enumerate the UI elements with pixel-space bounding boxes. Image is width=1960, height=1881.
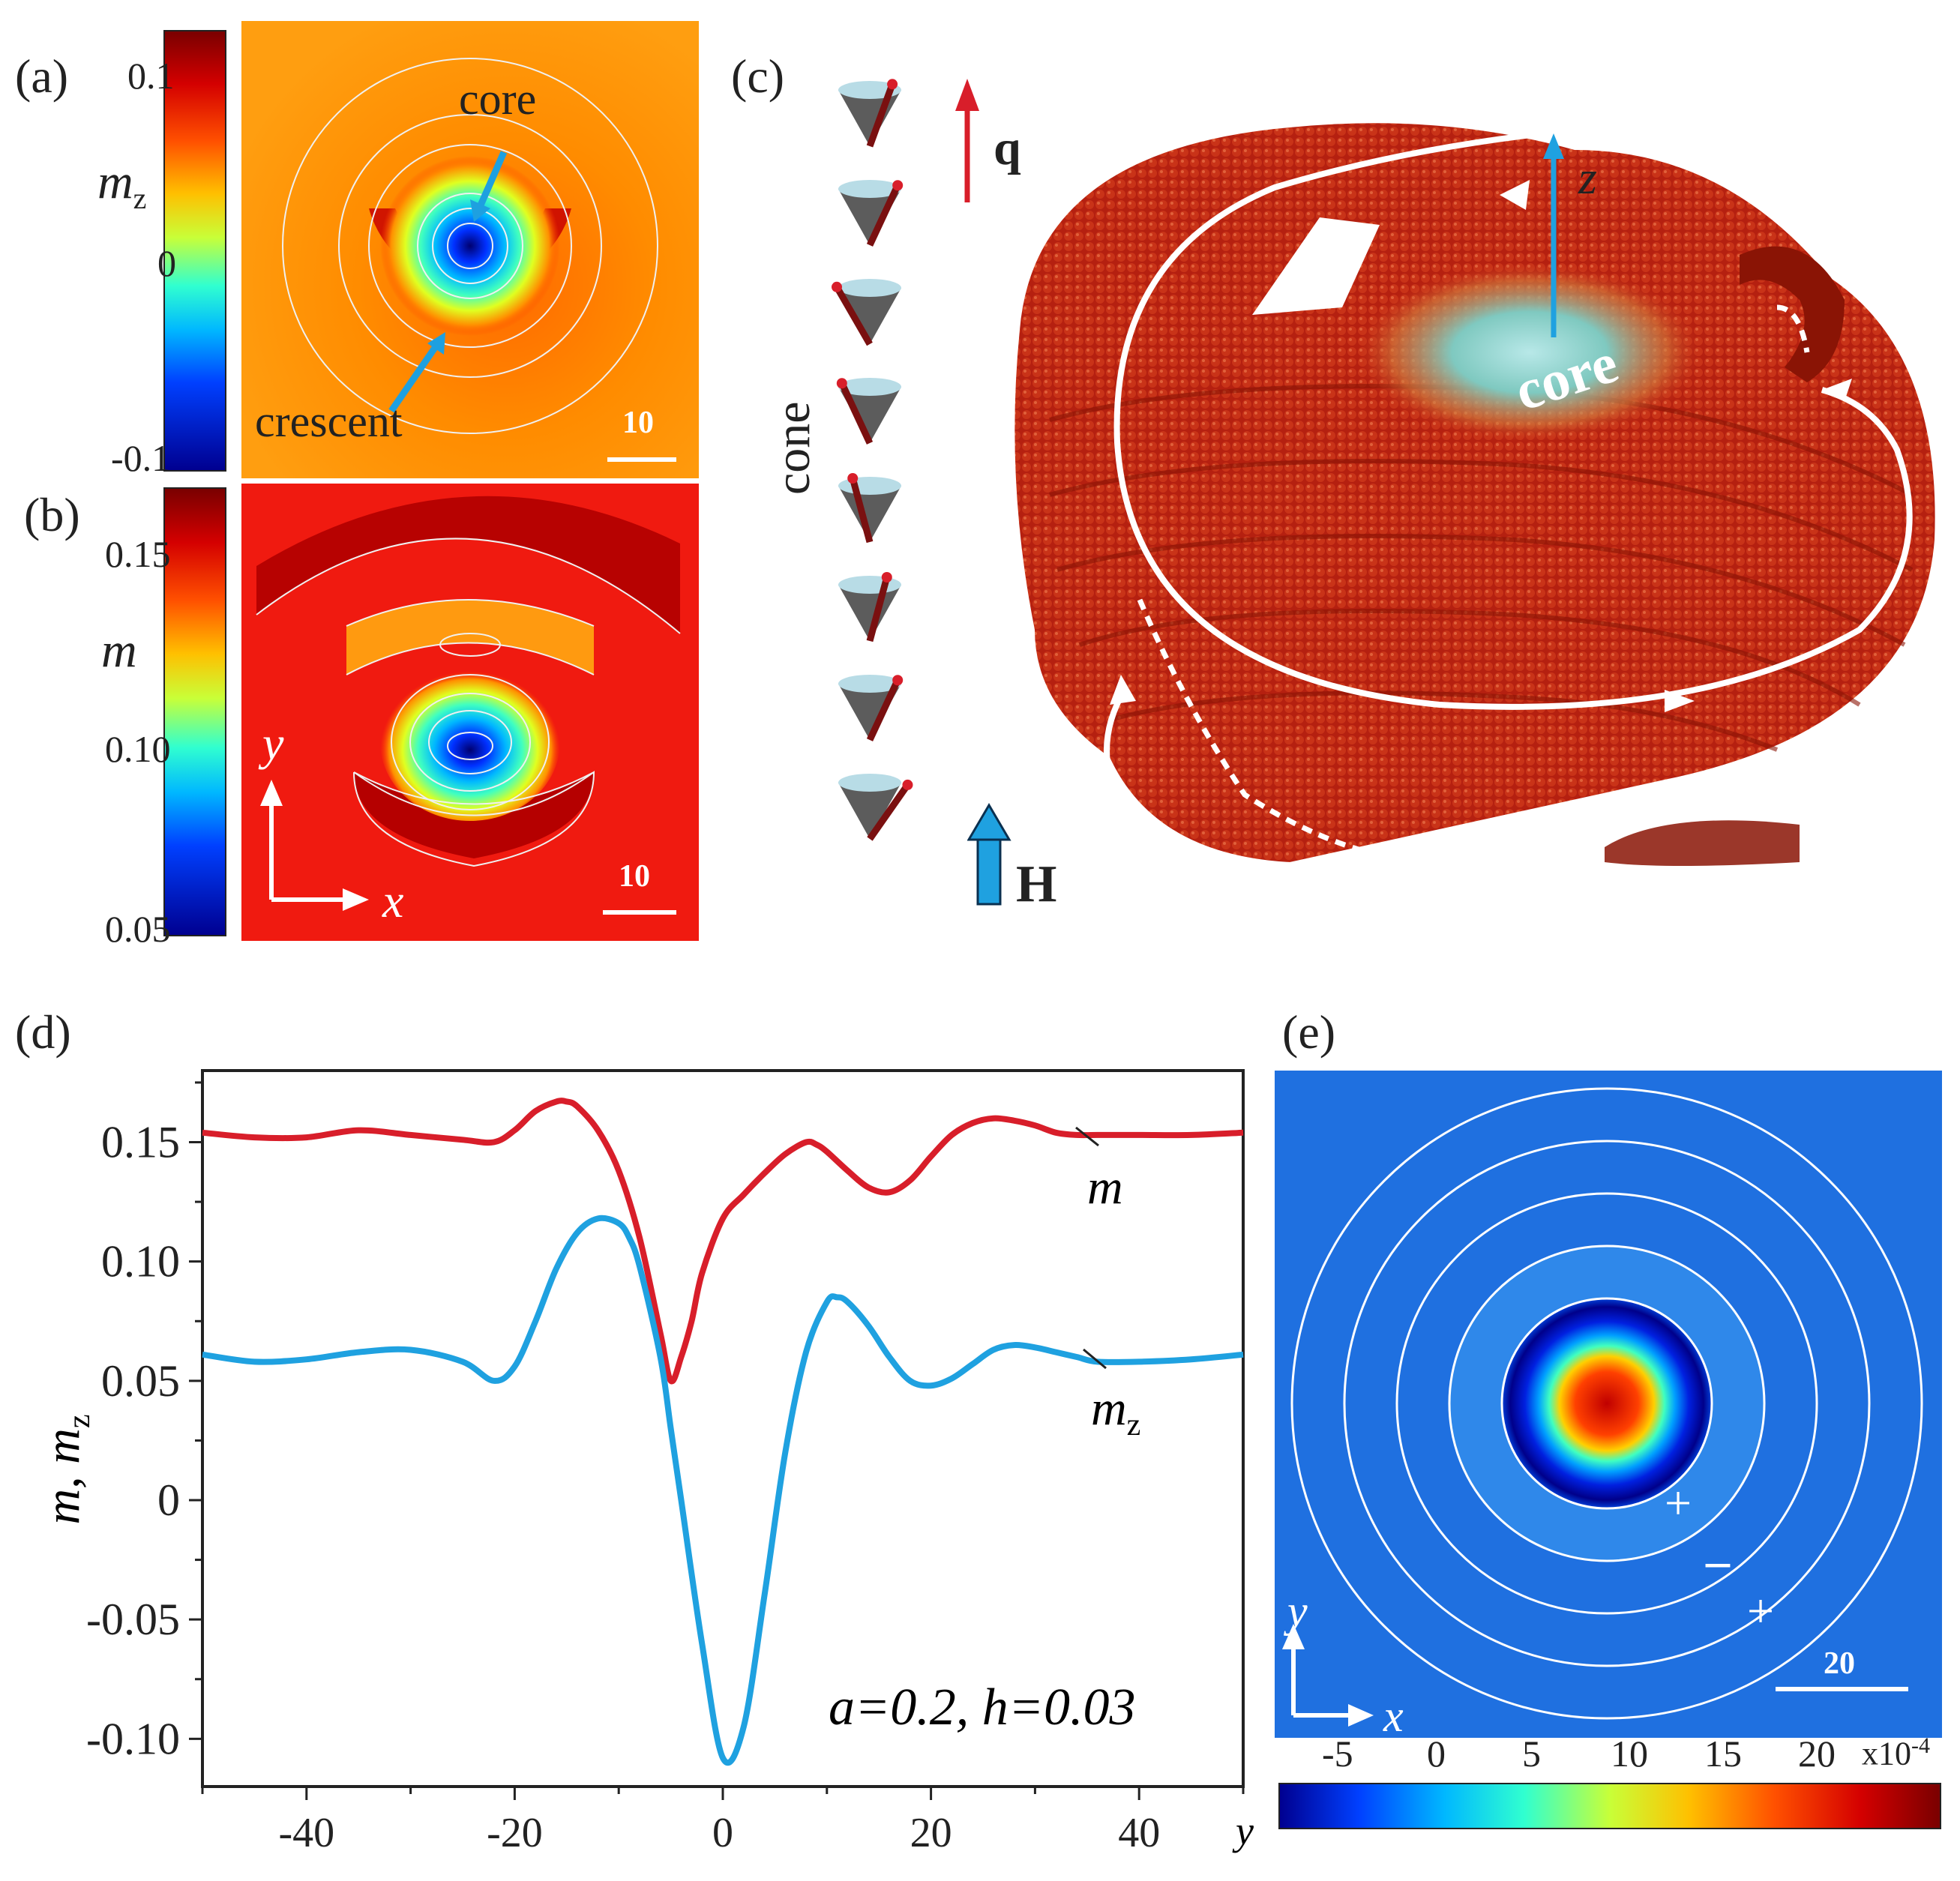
sign-plus-1: + — [1665, 1476, 1692, 1529]
sign-minus: – — [1706, 1534, 1730, 1587]
cone-glyph — [838, 472, 901, 544]
colorbar-e-tick: 5 — [1522, 1733, 1541, 1775]
h-arrow — [967, 802, 1012, 907]
scale-bar-a-label: 10 — [622, 406, 654, 440]
axis-label-e-y: y — [1287, 1586, 1308, 1636]
cone-glyph — [832, 279, 901, 346]
skyrmion-3d-render — [990, 105, 1957, 930]
heatmap-a — [241, 21, 699, 478]
x-tick-label: 0 — [712, 1810, 733, 1856]
x-tick-label: 20 — [910, 1810, 952, 1856]
annotation-core: core — [459, 74, 537, 124]
panel-label-d: (d) — [15, 1005, 71, 1059]
colorbar-b-tick-mid: 0.10 — [105, 728, 171, 770]
cone-glyph — [838, 180, 904, 247]
annotation-crescent: crescent — [255, 397, 403, 446]
y-tick-label: -0.05 — [86, 1595, 180, 1644]
colorbar-a-tick-bottom: -0.1 — [111, 437, 171, 479]
q-arrow — [952, 75, 997, 210]
leader-m — [1075, 1126, 1099, 1147]
line-chart-d: -40 -20 0 20 40 0.15 0.10 0.05 0 -0.05 -0.10 m, mz… — [0, 1035, 1275, 1881]
y-tick-label: -0.10 — [86, 1714, 180, 1763]
colorbar-a — [163, 30, 226, 472]
colorbar-b-label: m — [101, 623, 137, 678]
colorbar-e — [1278, 1783, 1941, 1829]
colorbar-a-tick-top: 0.1 — [127, 55, 175, 97]
colorbar-a-tick-mid: 0 — [157, 242, 176, 284]
colorbar-a-label: mz — [97, 154, 147, 216]
panel-label-b: (b) — [24, 488, 80, 541]
x-axis-label: y — [1232, 1808, 1254, 1853]
cone-column — [825, 60, 930, 900]
x-tick-label: -40 — [278, 1810, 334, 1856]
heatmap-b — [241, 484, 699, 941]
y-tick-label: 0.15 — [101, 1118, 180, 1167]
chart-annotation: a=0.2, h=0.03 — [829, 1679, 1135, 1736]
colorbar-b — [163, 487, 226, 936]
q-label: q — [993, 121, 1021, 175]
h-label: H — [1016, 855, 1057, 913]
colorbar-b-tick-top: 0.15 — [105, 533, 171, 575]
colorbar-e-tick: 10 — [1611, 1733, 1648, 1775]
y-tick-label: 0.10 — [101, 1237, 180, 1286]
y-tick-label: 0.05 — [101, 1356, 180, 1406]
scale-bar-e-label: 20 — [1824, 1646, 1855, 1681]
cone-glyph — [838, 79, 901, 148]
y-tick-label: 0 — [157, 1475, 180, 1525]
colorbar-e-ticks: -5 0 5 10 15 20 x10-4 — [1278, 1732, 1938, 1777]
cone-glyph — [838, 571, 901, 642]
z-axis-label: z — [1578, 151, 1597, 204]
panel-label-a: (a) — [15, 49, 69, 103]
colorbar-e-tick: -5 — [1322, 1733, 1353, 1775]
colorbar-e-exponent: x10-4 — [1862, 1733, 1930, 1772]
y-axis-label: m, mz — [35, 1415, 97, 1525]
cone-glyph — [838, 774, 913, 841]
panel-label-e: (e) — [1282, 1005, 1336, 1059]
axis-label-e-x: x — [1383, 1691, 1404, 1741]
axis-label-b-y: y — [262, 717, 284, 770]
leader-mz — [1083, 1348, 1107, 1370]
heatmap-e — [1275, 1071, 1942, 1738]
cone-glyph — [836, 378, 901, 445]
series-label-mz: mz — [1091, 1381, 1140, 1442]
colorbar-e-tick: 15 — [1704, 1733, 1742, 1775]
axis-label-b-x: x — [382, 874, 404, 927]
series-line-mz — [202, 1215, 1244, 1766]
cone-glyph — [838, 675, 904, 741]
colorbar-e-tick: 0 — [1427, 1733, 1446, 1775]
sign-plus-2: + — [1747, 1584, 1775, 1637]
colorbar-b-tick-bottom: 0.05 — [105, 908, 171, 950]
x-tick-label: 40 — [1118, 1810, 1160, 1856]
scale-bar-b-label: 10 — [619, 859, 650, 894]
series-label-m: m — [1087, 1160, 1123, 1215]
panel-label-c: (c) — [731, 49, 785, 103]
colorbar-e-tick: 20 — [1798, 1733, 1836, 1775]
x-tick-label: -20 — [487, 1810, 543, 1856]
cone-label: cone — [766, 401, 820, 495]
series-line-m — [202, 1098, 1244, 1385]
